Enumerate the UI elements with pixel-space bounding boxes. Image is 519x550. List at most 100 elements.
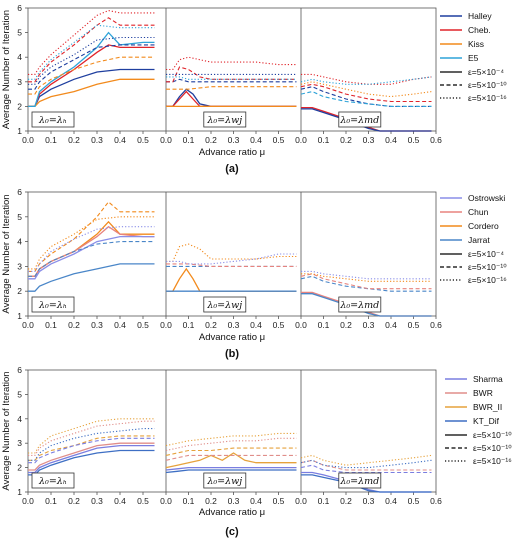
series-line-kt-dif-dotted: [300, 459, 432, 469]
plot-frame: [27, 7, 437, 132]
x-tick-label: 0.4: [114, 496, 126, 506]
panel-3: λ₀=λmd: [300, 270, 432, 317]
chart-b: 1 2 3 4 5 6 0.0 0.1 0.2 0.3 0.4 0.5 0.0 0.1 0.2 0.3 0.4 0…: [1, 187, 507, 360]
x-tick-label: 0.0: [295, 320, 307, 330]
x-tick-label: 0.0: [160, 320, 172, 330]
x-tick-label: 0.3: [363, 320, 375, 330]
legend-label: Cheb.: [468, 25, 491, 35]
x-tick-label: 0.5: [273, 496, 285, 506]
y-tick-label: 4: [17, 52, 22, 62]
lambda-label-box: [338, 472, 382, 489]
x-tick-label: 0.2: [340, 496, 352, 506]
x-tick-label: 0.4: [250, 135, 262, 145]
y-tick-label: 6: [17, 3, 22, 13]
lambda-label-box: [203, 472, 247, 489]
x-tick-label: 0.5: [408, 320, 420, 330]
x-tick-label: 0.2: [205, 496, 217, 506]
x-tick-label: 0.0: [160, 135, 172, 145]
y-tick-label: 5: [17, 212, 22, 222]
series-line-ostrowski-dotted: [28, 226, 155, 272]
x-tick-label: 0.3: [91, 496, 103, 506]
y-axis-title: Average Number of Iteration: [1, 10, 12, 129]
legend-label: ε=5×10⁻¹⁰: [468, 262, 507, 272]
panel-3: λ₀=λmd: [300, 73, 432, 132]
series-line-bwr-ii-solid: [165, 452, 297, 469]
series-line-cheb--dotted: [28, 9, 155, 75]
legend-label: ε=5×10⁻¹⁰: [473, 443, 512, 453]
x-tick-label: 0.4: [385, 320, 397, 330]
legend-label: Chun: [468, 207, 489, 217]
x-tick-label: 0.5: [408, 496, 420, 506]
series-line-cordero-dotted: [301, 273, 432, 282]
y-tick-label: 3: [17, 261, 22, 271]
lambda-label: λ₀=λₕ: [38, 115, 67, 126]
x-tick-label: 0.1: [318, 135, 330, 145]
x-tick-label: 0.1: [183, 320, 195, 330]
x-tick-label: 0.5: [137, 496, 149, 506]
legend-label: ε=5×10⁻⁴: [468, 67, 504, 77]
chart-a: 1 2 3 4 5 6 0.0 0.1 0.2 0.3 0.4 0.5 0.0 0.1 0.2 0.3 0.4 0…: [1, 3, 507, 175]
lambda-label: λ₀=λmd: [339, 300, 379, 311]
legend-label: ε=5×10⁻¹⁶: [468, 93, 507, 103]
y-tick-label: 2: [17, 463, 22, 473]
x-tick-label: 0.3: [91, 320, 103, 330]
y-tick-label: 1: [17, 487, 22, 497]
y-tick-label: 5: [17, 28, 22, 38]
series-line-bwr-dotted: [28, 420, 155, 456]
y-tick-label: 5: [17, 389, 22, 399]
x-tick-label: 0.4: [114, 320, 126, 330]
lambda-label-box: [31, 472, 75, 489]
y-tick-label: 6: [17, 187, 22, 197]
chart-c: 1 2 3 4 5 6 0.0 0.1 0.2 0.3 0.4 0.5 0.0 0.1 0.2 0.3 0.4 0…: [1, 365, 512, 538]
series-line-kt-dif-dotted: [28, 428, 155, 461]
legend: Ostrowski Chun Cordero Jarrat ε=5×10⁻⁴ ε=5×10…: [440, 193, 507, 285]
legend: Halley Cheb. Kiss E5 ε=5×10⁻⁴ ε=5×10⁻¹⁰ ε=5×10…: [440, 11, 507, 103]
legend-label: Cordero: [468, 221, 499, 231]
legend-label: BWR_II: [473, 402, 502, 412]
x-tick-label: 0.3: [228, 320, 240, 330]
series-line-bwr-solid: [28, 442, 155, 471]
x-tick-label: 0.4: [250, 496, 262, 506]
series-line-sharma-dashed: [28, 437, 155, 464]
series-line-bwr-ii-dashed: [165, 447, 297, 456]
x-tick-label: 0.5: [273, 135, 285, 145]
lambda-label-box: [338, 111, 382, 128]
series-line-sharma-dashed: [300, 464, 432, 474]
series-line-chun-dashed: [166, 263, 297, 267]
y-tick-label: 6: [17, 365, 22, 375]
x-tick-label: 0.4: [114, 135, 126, 145]
series-line-cheb--dashed: [28, 17, 155, 83]
series-line-cheb--dotted: [166, 56, 297, 71]
lambda-label: λ₀=λₕ: [38, 476, 67, 487]
series-line-cheb--solid: [28, 44, 155, 108]
series-line-halley-dashed: [28, 44, 155, 90]
series-line-kt-dif-solid: [301, 474, 432, 493]
series-line-ostrowski-dotted: [301, 270, 432, 280]
x-axis-title: Advance ratio μ: [199, 332, 265, 343]
y-axis-title: Average Number of Iteration: [1, 194, 12, 313]
x-tick-label: 0.2: [68, 496, 80, 506]
lambda-label: λ₀=λwj: [206, 300, 242, 311]
y-tick-label: 2: [17, 101, 22, 111]
series-line-e5-dotted: [28, 24, 155, 80]
panel-1: λ₀=λₕ: [28, 201, 155, 313]
x-tick-label: 0.2: [205, 135, 217, 145]
panel-1: λ₀=λₕ: [28, 9, 155, 128]
series-line-cheb--dashed: [300, 83, 432, 103]
figure-caption: (a): [225, 163, 239, 175]
x-tick-label: 0.2: [205, 320, 217, 330]
lambda-label-box: [31, 111, 75, 128]
x-tick-label: 0.5: [137, 320, 149, 330]
x-tick-label: 0.1: [318, 496, 330, 506]
legend-label: Jarrat: [468, 235, 490, 245]
series-line-bwr-ii-dotted: [28, 418, 155, 454]
x-tick-label: 0.1: [45, 135, 57, 145]
x-tick-label: 0.2: [340, 135, 352, 145]
x-tick-label: 0.0: [22, 496, 34, 506]
x-tick-label: 0.0: [22, 135, 34, 145]
series-line-cheb--solid: [166, 90, 297, 108]
series-line-bwr-ii-dotted: [165, 432, 297, 447]
x-tick-label: 0.6: [430, 135, 442, 145]
legend-label: ε=5×10⁻¹⁶: [473, 456, 512, 466]
